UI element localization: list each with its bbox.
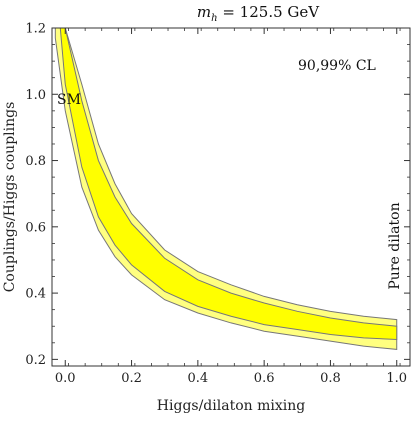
y-axis-title: Couplings/Higgs couplings	[2, 102, 18, 293]
x-tick-label: 0.0	[55, 371, 76, 386]
x-tick-label: 0.4	[188, 371, 209, 386]
y-tick-label: 0.8	[25, 154, 46, 169]
plot-frame	[51, 27, 411, 367]
x-tick-label: 0.6	[254, 371, 275, 386]
y-tick-label: 0.2	[25, 353, 46, 368]
band-90cl	[59, 27, 398, 341]
pure-dilaton-annotation: Pure dilaton	[387, 202, 403, 289]
x-axis: 0.0 0.2 0.4 0.6 0.8 1.0	[51, 28, 407, 386]
x-tick-label: 0.2	[121, 371, 142, 386]
cl-annotation: 90,99% CL	[298, 58, 376, 74]
y-tick-label: 0.6	[25, 220, 46, 235]
y-tick-label: 1.2	[25, 22, 46, 37]
y-tick-label: 0.4	[25, 287, 46, 302]
y-tick-label: 1.0	[25, 88, 46, 103]
x-axis-title: Higgs/dilaton mixing	[157, 398, 305, 414]
chart-title-rest: = 125.5 GeV	[218, 3, 321, 21]
y-axis: 0.2 0.4 0.6 0.8 1.0 1.2	[25, 22, 410, 368]
confidence-bands	[54, 27, 398, 350]
chart-title-sub: h	[211, 13, 217, 24]
x-tick-label: 1.0	[386, 371, 407, 386]
chart-title-var: m	[197, 3, 211, 21]
chart-title: mh = 125.5 GeV	[197, 3, 320, 24]
sm-annotation: SM	[57, 92, 81, 108]
x-tick-label: 0.8	[320, 371, 341, 386]
